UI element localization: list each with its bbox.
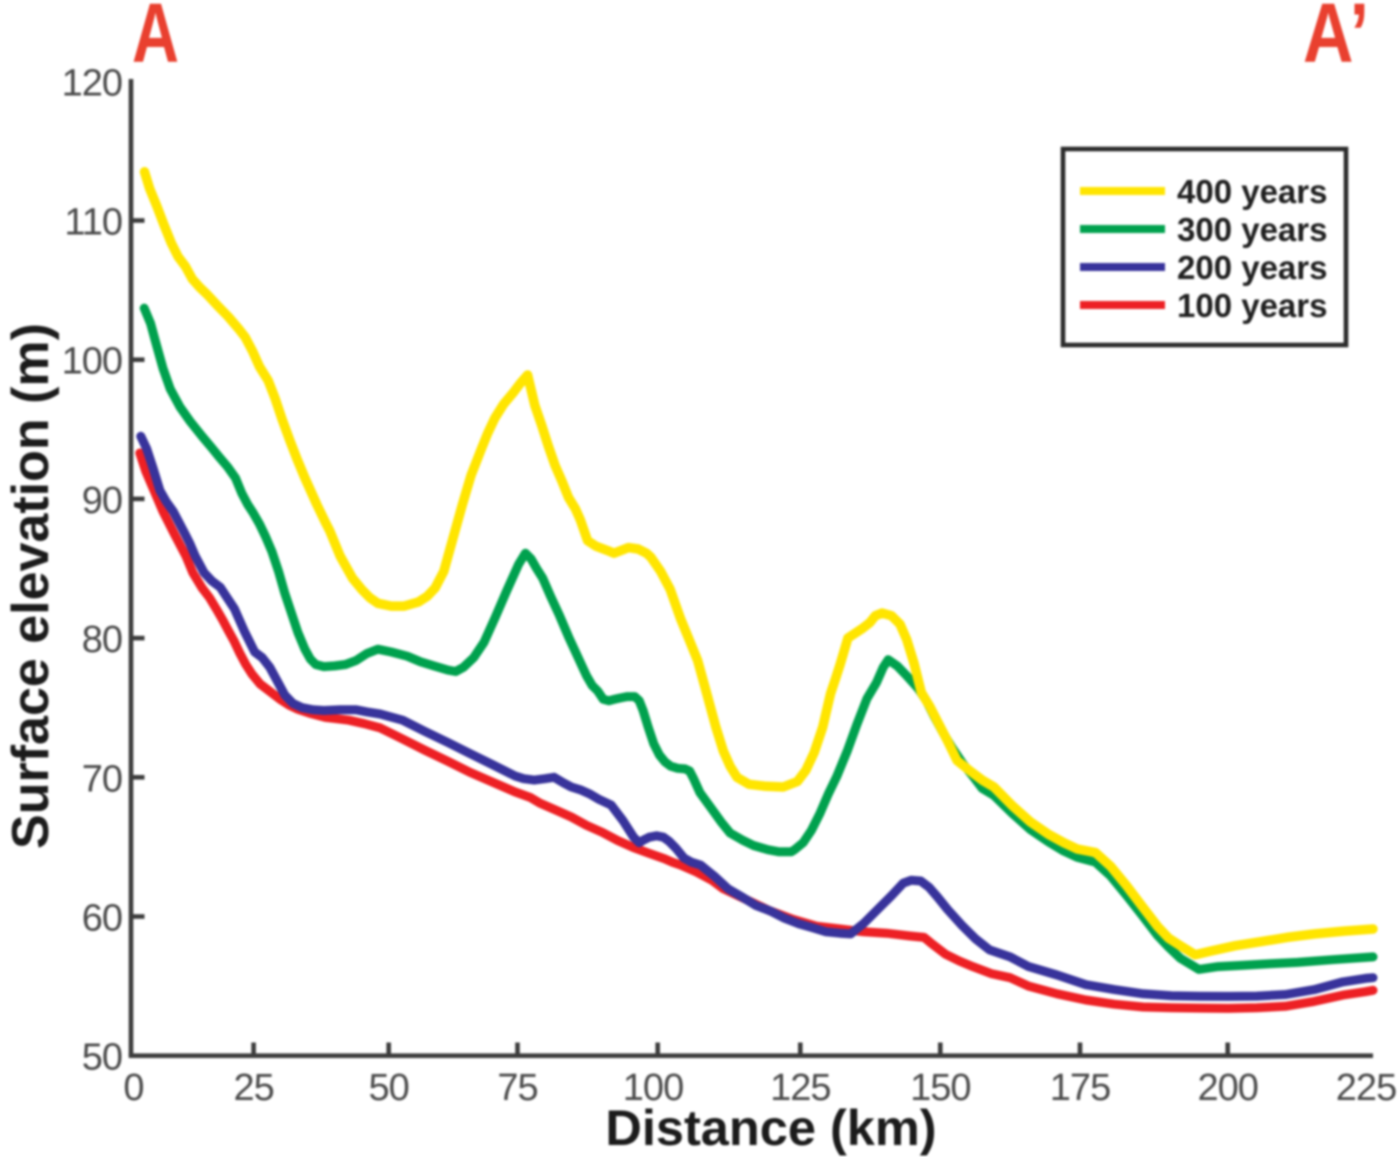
svg-text:50: 50 [82,1037,122,1079]
svg-text:90: 90 [82,480,122,522]
svg-text:150: 150 [910,1067,970,1109]
svg-text:100: 100 [62,341,122,383]
svg-text:75: 75 [497,1067,537,1109]
svg-text:Distance (km): Distance (km) [605,1099,936,1156]
svg-text:70: 70 [82,758,122,800]
svg-text:175: 175 [1050,1067,1110,1109]
svg-text:0: 0 [123,1067,143,1109]
svg-text:125: 125 [770,1067,830,1109]
svg-text:50: 50 [369,1067,409,1109]
svg-text:110: 110 [64,202,122,244]
svg-text:60: 60 [82,898,122,940]
svg-text:120: 120 [62,62,122,104]
svg-text:Surface elevation (m): Surface elevation (m) [2,323,60,849]
svg-text:200: 200 [1197,1067,1257,1109]
svg-text:25: 25 [233,1067,273,1109]
svg-text:100: 100 [623,1067,683,1109]
svg-text:A’: A’ [1303,0,1369,80]
svg-text:80: 80 [82,619,122,661]
svg-text:A: A [132,0,179,80]
svg-text:200 years: 200 years [1177,249,1327,286]
svg-text:225: 225 [1336,1067,1396,1109]
svg-text:100 years: 100 years [1177,287,1327,324]
svg-text:300 years: 300 years [1177,211,1327,248]
svg-text:400 years: 400 years [1177,173,1327,210]
